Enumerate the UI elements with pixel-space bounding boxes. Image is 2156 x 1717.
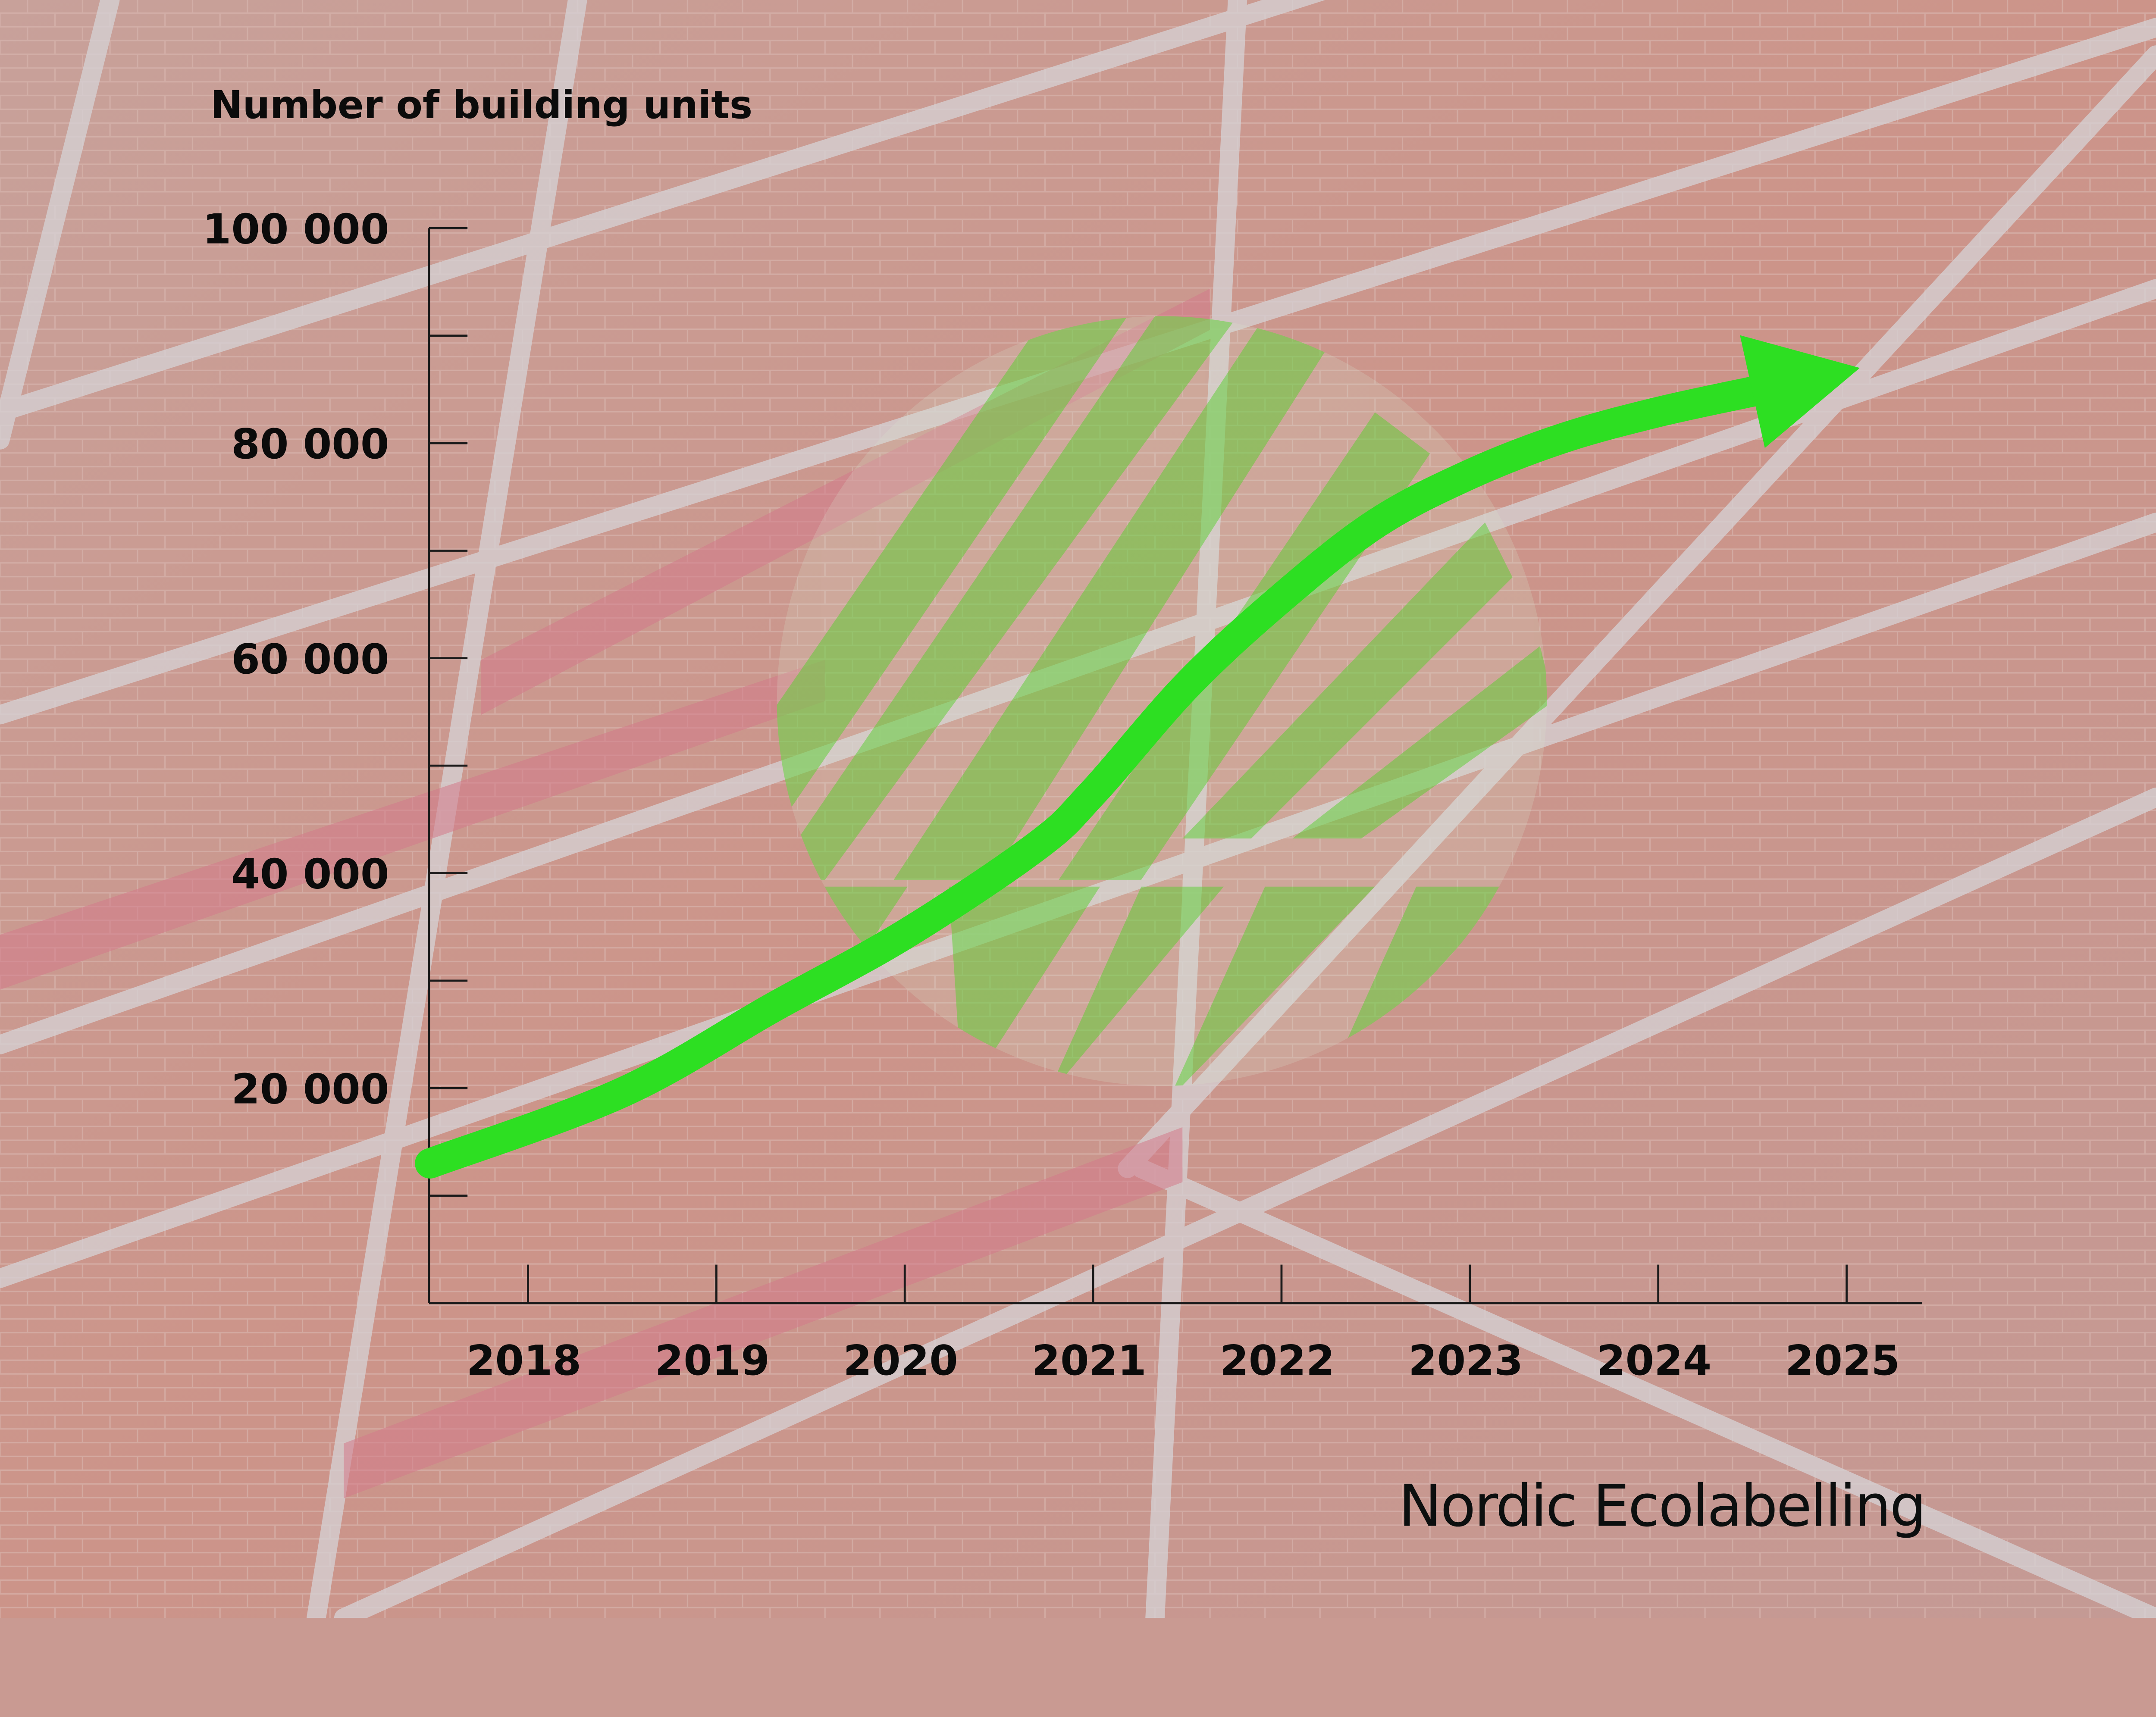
y-tick-label: 20 000: [231, 1065, 389, 1113]
y-tick-label: 60 000: [231, 635, 389, 683]
x-tick-label: 2018: [467, 1336, 581, 1385]
y-tick-label: 100 000: [203, 205, 389, 253]
x-tick-label: 2021: [1031, 1336, 1146, 1385]
growth-curve: [415, 375, 1775, 1179]
series-line: [415, 335, 1860, 1179]
y-tick-label: 40 000: [231, 850, 389, 898]
x-axis: [429, 1264, 1922, 1304]
y-axis-title: Number of building units: [210, 83, 752, 128]
x-tick-label: 2020: [843, 1336, 958, 1385]
y-axis: [428, 227, 468, 1303]
x-tick-label: 2022: [1220, 1336, 1335, 1385]
x-tick-label: 2024: [1597, 1336, 1711, 1385]
brand-wordmark: Nordic Ecolabelling: [1398, 1473, 1925, 1540]
chart: Number of building units 100 000 80 000 60…: [0, 0, 2156, 1618]
y-tick-label: 80 000: [231, 420, 389, 468]
x-tick-label: 2019: [655, 1336, 770, 1385]
arrowhead: [1740, 335, 1860, 448]
x-tick-label: 2025: [1785, 1336, 1900, 1385]
x-tick-label: 2023: [1408, 1336, 1523, 1385]
